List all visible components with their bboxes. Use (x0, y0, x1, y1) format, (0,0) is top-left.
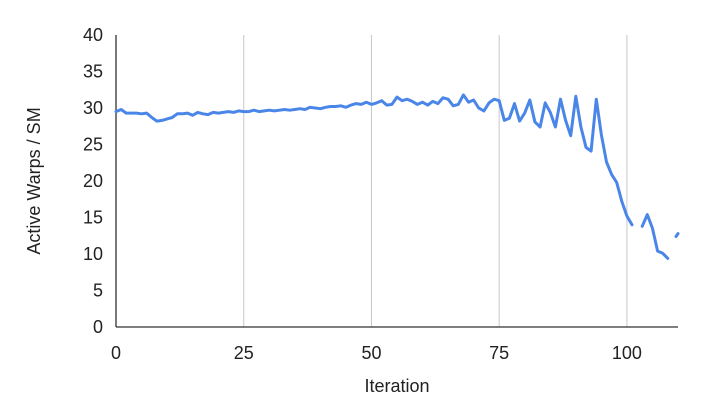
x-tick-label-3: 75 (489, 343, 509, 363)
y-tick-label-1: 5 (93, 281, 103, 301)
x-tick-label-1: 25 (234, 343, 254, 363)
x-tick-label-2: 50 (361, 343, 381, 363)
series-line-segment-0 (114, 93, 634, 227)
y-tick-label-7: 35 (83, 62, 103, 82)
chart-series (114, 93, 680, 260)
chart-gridlines (243, 35, 628, 327)
y-axis-ticks: 0 5 10 15 20 25 30 35 40 (83, 25, 103, 337)
x-axis-ticks: 0 25 50 75 100 (111, 343, 642, 363)
y-tick-label-8: 40 (83, 25, 103, 45)
x-tick-label-0: 0 (111, 343, 121, 363)
y-tick-label-3: 15 (83, 208, 103, 228)
x-tick-label-4: 100 (612, 343, 642, 363)
series-line-segment-2 (674, 232, 680, 238)
y-tick-label-6: 30 (83, 98, 103, 118)
y-tick-label-0: 0 (93, 317, 103, 337)
y-tick-label-2: 10 (83, 244, 103, 264)
chart-axes (115, 35, 678, 328)
y-tick-label-4: 20 (83, 171, 103, 191)
y-tick-label-5: 25 (83, 135, 103, 155)
y-axis-title: Active Warps / SM (24, 107, 44, 254)
series-line-segment-1 (640, 213, 670, 260)
x-axis-title: Iteration (364, 376, 429, 396)
